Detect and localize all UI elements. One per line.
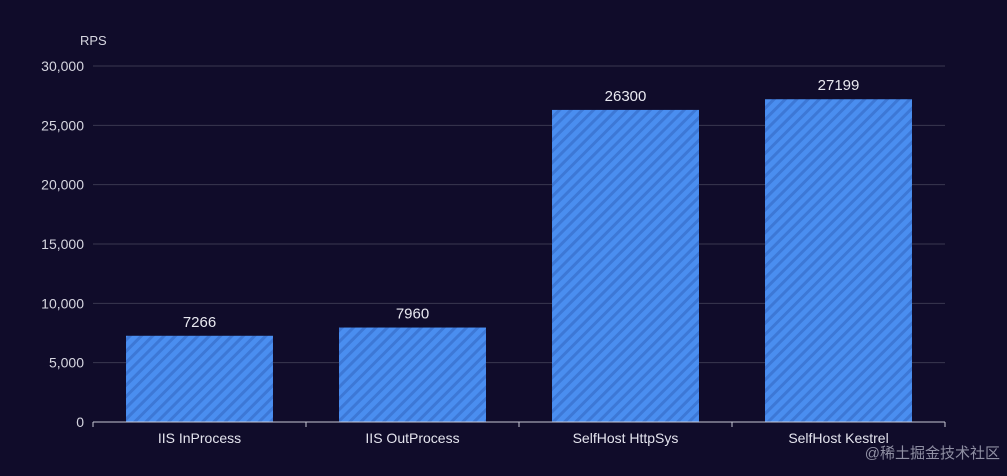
- y-tick-label: 30,000: [41, 58, 84, 74]
- bar[interactable]: [339, 327, 486, 422]
- y-tick-label: 25,000: [41, 117, 84, 133]
- x-tick-label: SelfHost HttpSys: [573, 430, 679, 446]
- data-label: 26300: [605, 88, 647, 105]
- y-axis-ticks: 0 5,000 10,000 15,000 20,000 25,000 30,000: [41, 58, 84, 430]
- data-label: 7266: [183, 314, 216, 331]
- y-tick-label: 15,000: [41, 236, 84, 252]
- y-tick-label: 10,000: [41, 295, 84, 311]
- data-label: 27199: [818, 77, 860, 94]
- data-label: 7960: [396, 306, 429, 323]
- y-axis-label: RPS: [80, 33, 107, 48]
- bar[interactable]: [126, 335, 273, 422]
- bar[interactable]: [552, 109, 699, 422]
- watermark-text: @稀土掘金技术社区: [865, 445, 1000, 462]
- y-tick-label: 5,000: [49, 355, 84, 371]
- x-tick-label: IIS InProcess: [158, 430, 241, 446]
- x-tick-label: IIS OutProcess: [365, 430, 459, 446]
- x-tick-label: SelfHost Kestrel: [788, 430, 888, 446]
- bar[interactable]: [765, 99, 912, 423]
- bars: 7266 7960 26300 27199: [126, 77, 912, 423]
- y-tick-label: 20,000: [41, 177, 84, 193]
- x-axis: IIS InProcess IIS OutProcess SelfHost Http…: [92, 421, 946, 446]
- y-tick-label: 0: [76, 414, 84, 430]
